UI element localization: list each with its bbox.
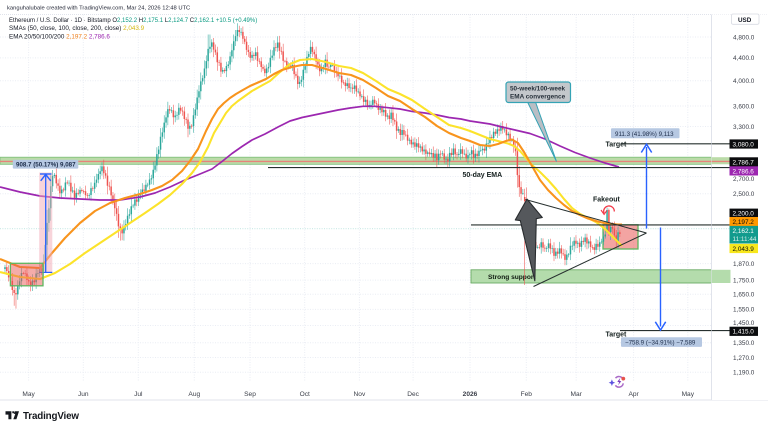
svg-text:SMAs (50, close, 100, close, 2: SMAs (50, close, 100, close, 200, close)… bbox=[9, 25, 145, 32]
svg-text:Jul: Jul bbox=[134, 391, 143, 398]
svg-text:3,600.0: 3,600.0 bbox=[733, 103, 755, 110]
svg-text:Dec: Dec bbox=[407, 391, 419, 398]
svg-text:Sep: Sep bbox=[244, 391, 256, 398]
svg-text:1,550.0: 1,550.0 bbox=[733, 307, 755, 314]
svg-text:2,197.2: 2,197.2 bbox=[733, 219, 755, 226]
svg-text:1,450.0: 1,450.0 bbox=[733, 320, 755, 327]
svg-text:911.3 (41.98%) 9,113: 911.3 (41.98%) 9,113 bbox=[615, 131, 674, 138]
svg-text:1,870.0: 1,870.0 bbox=[733, 261, 755, 268]
svg-text:1,750.0: 1,750.0 bbox=[733, 277, 755, 284]
svg-text:EMA convergence: EMA convergence bbox=[510, 94, 566, 101]
svg-text:3,300.0: 3,300.0 bbox=[733, 124, 755, 131]
svg-text:Jun: Jun bbox=[78, 391, 89, 398]
svg-text:2,700.0: 2,700.0 bbox=[733, 176, 755, 183]
svg-text:2,500.0: 2,500.0 bbox=[733, 191, 755, 198]
svg-text:2,786.7: 2,786.7 bbox=[733, 159, 755, 166]
svg-text:Mar: Mar bbox=[571, 391, 583, 398]
svg-text:TradingView: TradingView bbox=[23, 411, 79, 422]
svg-text:4,800.0: 4,800.0 bbox=[733, 34, 755, 41]
svg-text:EMA 20/50/100/200 2,197.2 2,78: EMA 20/50/100/200 2,197.2 2,786.6 bbox=[9, 33, 110, 40]
svg-text:2,200.0: 2,200.0 bbox=[733, 211, 755, 218]
svg-text:2,043.9: 2,043.9 bbox=[733, 246, 755, 253]
svg-text:50-week/100-week: 50-week/100-week bbox=[510, 86, 566, 93]
svg-text:−758.9 (−34.91%) −7,589: −758.9 (−34.91%) −7,589 bbox=[625, 340, 696, 347]
svg-text:1,650.0: 1,650.0 bbox=[733, 292, 755, 299]
svg-text:Oct: Oct bbox=[300, 391, 310, 398]
svg-text:Apr: Apr bbox=[628, 391, 639, 398]
svg-text:Feb: Feb bbox=[521, 391, 533, 398]
svg-text:3,080.0: 3,080.0 bbox=[733, 141, 755, 148]
svg-text:Strong support: Strong support bbox=[488, 274, 536, 281]
svg-text:2,786.6: 2,786.6 bbox=[733, 168, 755, 175]
svg-text:908.7 (50.17%) 9,087: 908.7 (50.17%) 9,087 bbox=[16, 162, 76, 169]
svg-text:USD: USD bbox=[738, 17, 752, 24]
svg-text:11:11:44: 11:11:44 bbox=[733, 236, 757, 243]
svg-text:1,415.0: 1,415.0 bbox=[733, 329, 755, 336]
svg-text:Target: Target bbox=[606, 331, 628, 338]
svg-text:kanguhalubale created with Tra: kanguhalubale created with TradingView.c… bbox=[7, 5, 190, 11]
svg-text:May: May bbox=[682, 391, 695, 398]
svg-text:4,400.0: 4,400.0 bbox=[733, 55, 755, 62]
svg-text:Aug: Aug bbox=[188, 391, 200, 398]
svg-text:Nov: Nov bbox=[354, 391, 366, 398]
svg-text:4,000.0: 4,000.0 bbox=[733, 78, 755, 85]
svg-text:1,350.0: 1,350.0 bbox=[733, 340, 755, 347]
svg-text:50-day EMA: 50-day EMA bbox=[463, 172, 503, 179]
svg-text:1,270.0: 1,270.0 bbox=[733, 355, 755, 362]
svg-text:May: May bbox=[22, 391, 35, 398]
svg-text:2026: 2026 bbox=[463, 391, 478, 398]
svg-text:Ethereum / U.S. Dollar · 1D ·: Ethereum / U.S. Dollar · 1D · Bitstamp O… bbox=[9, 18, 257, 24]
svg-text:1,190.0: 1,190.0 bbox=[733, 370, 755, 377]
svg-text:Target: Target bbox=[606, 141, 628, 148]
svg-text:2,162.1: 2,162.1 bbox=[733, 228, 755, 235]
svg-text:Fakeout: Fakeout bbox=[593, 197, 621, 204]
